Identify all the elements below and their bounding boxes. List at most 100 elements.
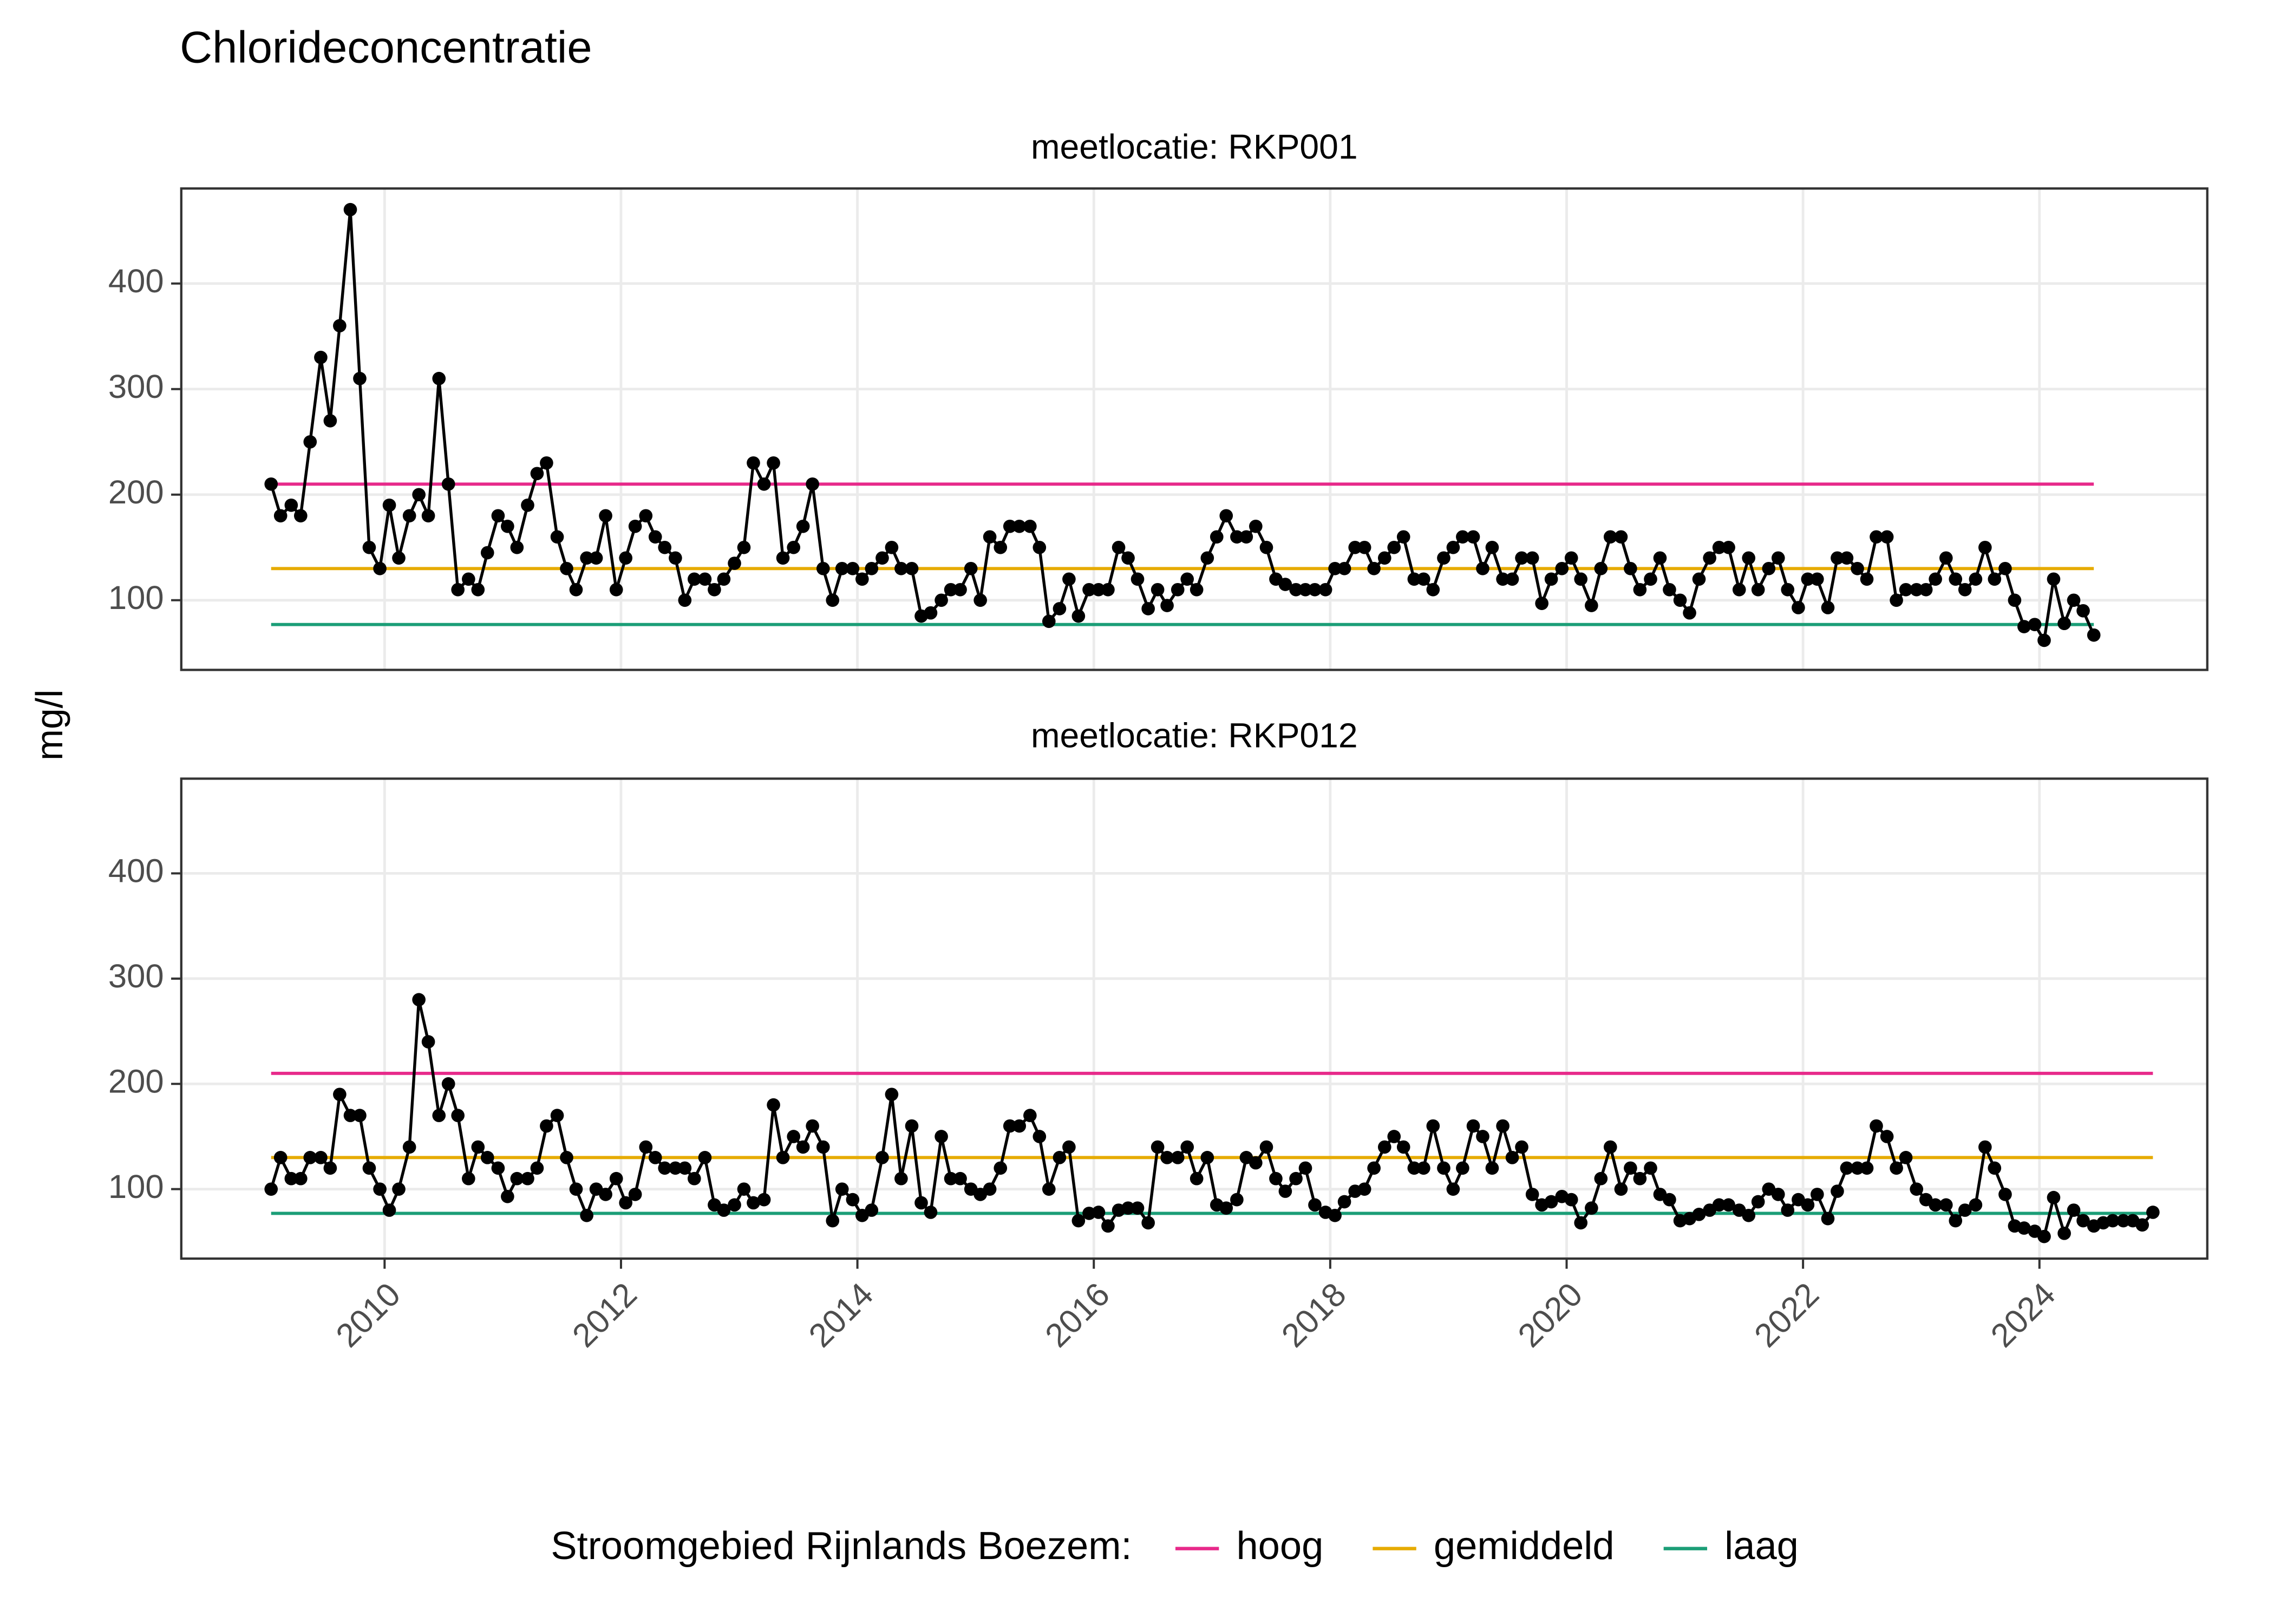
data-point	[412, 993, 426, 1007]
data-point	[1751, 582, 1765, 597]
data-point	[2146, 1206, 2160, 1219]
data-point	[1692, 1208, 1706, 1221]
y-tick-label: 300	[108, 368, 164, 405]
data-point	[1851, 1161, 1864, 1175]
data-point	[353, 1109, 367, 1122]
data-point	[1141, 602, 1155, 615]
data-point	[273, 509, 287, 523]
data-point	[1219, 1201, 1233, 1215]
y-tick-label: 100	[108, 1168, 164, 1206]
data-point	[353, 371, 367, 385]
data-point	[510, 540, 524, 554]
data-point	[1249, 519, 1263, 533]
data-point	[1289, 582, 1303, 597]
data-point	[1062, 572, 1076, 586]
data-point	[1910, 582, 1924, 597]
data-point	[875, 1151, 889, 1164]
data-point	[1732, 582, 1746, 597]
data-point	[1603, 1140, 1617, 1154]
data-point	[1476, 1130, 1489, 1143]
data-point	[894, 561, 908, 575]
data-point	[648, 530, 662, 544]
data-point	[501, 1189, 514, 1203]
data-point	[303, 1151, 317, 1164]
data-point	[1801, 1198, 1815, 1212]
data-point	[1417, 572, 1430, 586]
data-point	[2116, 1214, 2131, 1228]
data-point	[2037, 633, 2051, 647]
data-point	[776, 1151, 790, 1164]
data-point	[1919, 582, 1933, 597]
data-point	[343, 1109, 357, 1122]
data-point	[1062, 1140, 1076, 1154]
data-point	[1121, 1201, 1135, 1215]
chart-title: Chlorideconcentratie	[180, 22, 592, 73]
data-point	[914, 1196, 928, 1210]
data-point	[1466, 530, 1480, 544]
data-point	[1751, 1195, 1765, 1209]
data-point	[373, 1182, 387, 1196]
data-point	[1160, 1151, 1174, 1164]
panel-strip-title: meetlocatie: RKP012	[1031, 716, 1358, 755]
y-tick-label: 100	[108, 579, 164, 617]
data-point	[1574, 1216, 1588, 1230]
data-point	[480, 546, 494, 560]
legend-label: hoog	[1236, 1524, 1323, 1568]
data-point	[1003, 1119, 1017, 1133]
data-point	[1929, 572, 1942, 586]
y-tick-label: 400	[108, 263, 164, 300]
data-point	[983, 530, 997, 544]
data-point	[2047, 572, 2061, 586]
data-point	[1929, 1198, 1942, 1212]
data-point	[1437, 1161, 1450, 1175]
data-point	[1190, 1171, 1204, 1186]
data-point	[1831, 1184, 1844, 1198]
data-point	[953, 582, 967, 597]
data-point	[1012, 1119, 1027, 1133]
data-point	[1949, 572, 1963, 586]
data-point	[1337, 561, 1351, 575]
data-point	[599, 509, 612, 523]
data-point	[1377, 551, 1391, 565]
data-point	[1624, 561, 1637, 575]
data-point	[1890, 1161, 1903, 1175]
data-point	[521, 498, 534, 512]
data-point	[1396, 1140, 1410, 1154]
data-point	[1071, 609, 1086, 623]
data-point	[580, 551, 593, 565]
data-point	[1485, 1161, 1499, 1175]
data-point	[589, 551, 603, 565]
data-point	[1053, 602, 1067, 615]
data-point	[451, 1109, 465, 1122]
data-point	[1771, 1188, 1785, 1201]
data-point	[264, 1182, 278, 1196]
data-point	[619, 1196, 633, 1210]
data-point	[757, 477, 771, 491]
data-point	[1614, 1182, 1628, 1196]
data-point	[658, 540, 672, 554]
data-point	[628, 1188, 642, 1201]
data-point	[521, 1171, 534, 1186]
data-point	[935, 1130, 948, 1143]
data-point	[550, 530, 564, 544]
data-point	[1535, 597, 1548, 610]
data-point	[747, 1196, 760, 1210]
data-point	[1703, 551, 1716, 565]
data-point	[1555, 561, 1569, 575]
data-point	[1407, 1161, 1421, 1175]
data-point	[1515, 551, 1528, 565]
data-point	[1811, 1188, 1824, 1201]
data-point	[1190, 582, 1204, 597]
data-point	[284, 498, 298, 512]
data-point	[1574, 572, 1588, 586]
data-point	[767, 456, 780, 470]
data-point	[1969, 572, 1983, 586]
data-point	[1544, 1195, 1558, 1209]
data-point	[1426, 1119, 1440, 1133]
data-point	[1387, 540, 1401, 554]
data-point	[1978, 540, 1992, 554]
data-point	[708, 582, 721, 597]
data-point	[491, 509, 505, 523]
